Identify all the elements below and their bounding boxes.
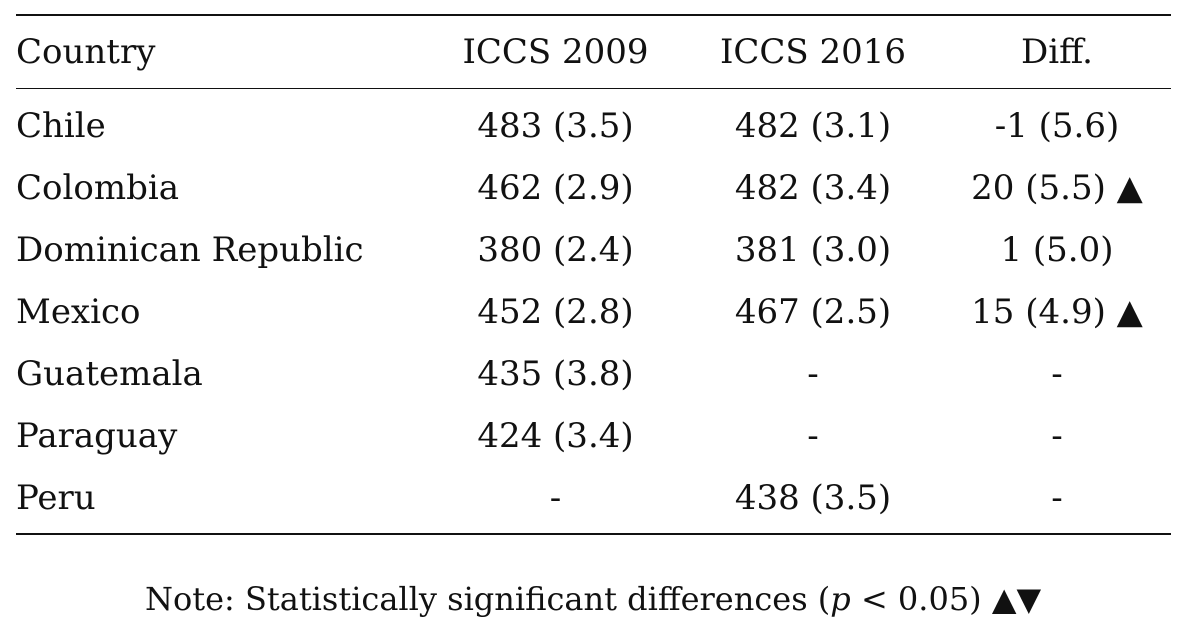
note-prefix: Note: Statistically significant differen… <box>144 580 831 618</box>
header-diff: Diff. <box>1021 32 1093 72</box>
cell-iccs-2016: 381 (3.0) <box>734 230 892 270</box>
table-row: Dominican Republic 380 (2.4) 381 (3.0) 1… <box>16 219 1171 281</box>
cell-iccs-2009: 380 (2.4) <box>477 230 634 270</box>
cell-country: Peru <box>16 478 96 518</box>
table-row: Mexico 452 (2.8) 467 (2.5) 15 (4.9) ▲ <box>16 281 1171 343</box>
cell-iccs-2009: 435 (3.8) <box>477 354 634 394</box>
table-row: Guatemala 435 (3.8) - - <box>16 343 1171 405</box>
cell-iccs-2016: 467 (2.5) <box>734 292 892 332</box>
note-condition: < 0.05) <box>850 580 992 618</box>
cell-country: Chile <box>16 106 106 146</box>
table-header: Country ICCS 2009 ICCS 2016 Diff. <box>16 15 1171 89</box>
significance-markers: ▲▼ <box>991 580 1042 618</box>
cell-country: Colombia <box>16 168 179 208</box>
table-row: Peru - 438 (3.5) - <box>16 467 1171 534</box>
cell-iccs-2009: - <box>549 478 562 518</box>
header-iccs-2016: ICCS 2016 <box>719 32 907 72</box>
table-row: Chile 483 (3.5) 482 (3.1) -1 (5.6) <box>16 89 1171 158</box>
cell-iccs-2009: 462 (2.9) <box>477 168 634 208</box>
table-body: Chile 483 (3.5) 482 (3.1) -1 (5.6) Colom… <box>16 89 1171 534</box>
cell-diff: - <box>1051 478 1063 518</box>
header-iccs-2009: ICCS 2009 <box>462 32 649 72</box>
results-table-container: Country ICCS 2009 ICCS 2016 Diff. Chile … <box>16 14 1171 535</box>
cell-iccs-2016: 438 (3.5) <box>734 478 892 518</box>
cell-diff: - <box>1051 416 1063 456</box>
table-note: Note: Statistically significant differen… <box>0 580 1186 618</box>
table-row: Colombia 462 (2.9) 482 (3.4) 20 (5.5) ▲ <box>16 157 1171 219</box>
cell-iccs-2016: 482 (3.4) <box>734 168 892 208</box>
header-row: Country ICCS 2009 ICCS 2016 Diff. <box>16 15 1171 89</box>
results-table: Country ICCS 2009 ICCS 2016 Diff. Chile … <box>16 14 1171 535</box>
header-country: Country <box>16 32 156 72</box>
note-p-symbol: p <box>830 580 851 618</box>
cell-country: Guatemala <box>16 354 203 394</box>
cell-diff: -1 (5.6) <box>994 106 1120 146</box>
cell-iccs-2016: - <box>807 416 819 456</box>
cell-iccs-2009: 424 (3.4) <box>477 416 634 456</box>
cell-iccs-2016: 482 (3.1) <box>734 106 892 146</box>
cell-iccs-2009: 483 (3.5) <box>477 106 634 146</box>
cell-iccs-2009: 452 (2.8) <box>477 292 634 332</box>
cell-diff: 1 (5.0) <box>1000 230 1114 270</box>
cell-diff: - <box>1051 354 1063 394</box>
table-row: Paraguay 424 (3.4) - - <box>16 405 1171 467</box>
cell-country: Dominican Republic <box>16 230 364 270</box>
cell-diff: 15 (4.9) ▲ <box>971 292 1143 332</box>
cell-country: Mexico <box>16 292 141 332</box>
cell-country: Paraguay <box>16 416 178 456</box>
cell-diff: 20 (5.5) ▲ <box>971 168 1143 208</box>
cell-iccs-2016: - <box>807 354 819 394</box>
